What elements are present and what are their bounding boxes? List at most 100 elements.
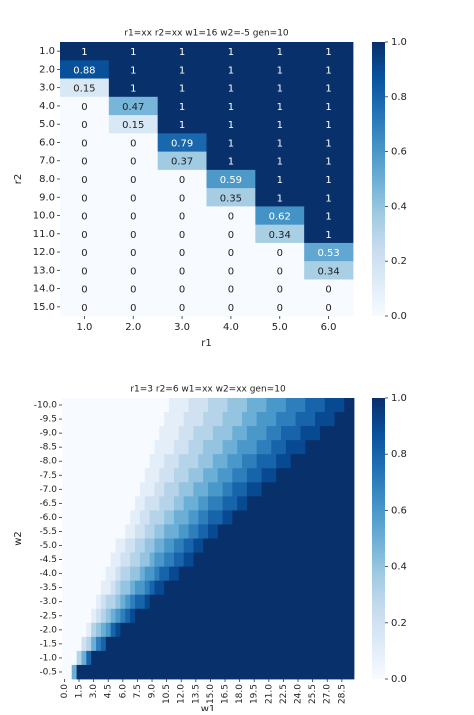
heatmap-cell [66,426,73,441]
heatmap-cell [261,608,267,624]
heatmap-cell [193,566,199,582]
heatmap-cell [300,454,306,469]
heatmap-cell [271,622,277,638]
heatmap-cell [237,552,243,567]
heatmap-cell [159,594,165,610]
heatmap-cell [208,412,214,427]
heatmap-cell [276,608,282,624]
heatmap-cell [76,440,82,455]
heatmap-cell [76,482,82,497]
heatmap-cell [144,496,150,511]
cell-label: 0 [130,193,136,204]
heatmap-cell [105,636,112,652]
heatmap-cell [261,580,267,596]
heatmap-cell [173,552,180,567]
heatmap-cell [290,664,296,680]
heatmap-cell [188,538,194,553]
heatmap-cell [310,496,316,511]
x-tick-label: 4.5 [104,684,114,698]
heatmap-cell [71,454,77,469]
heatmap-cell [315,636,321,652]
heatmap-cell [227,552,233,567]
colorbar-tick-label: 0.2 [391,618,407,629]
x-tick-label: 6.0 [118,684,128,699]
heatmap-cell [271,412,277,427]
heatmap-cell [188,468,194,483]
heatmap-cell [285,496,292,511]
heatmap-cell [105,468,112,483]
heatmap-cell [60,206,110,226]
heatmap-cell [310,552,316,567]
heatmap-cell [349,454,355,469]
heatmap-cell [339,440,345,455]
heatmap-cell [135,426,141,441]
heatmap-cell [164,454,170,469]
heatmap-cell [232,566,238,582]
heatmap-cell [324,580,331,596]
heatmap-cell [261,440,267,455]
heatmap-cell [164,580,170,596]
heatmap-cell [305,552,311,567]
heatmap-cell [193,538,199,553]
heatmap-cell [105,426,112,441]
heatmap-cell [217,426,223,441]
cell-label: 1 [228,47,234,58]
heatmap-cell [203,496,209,511]
heatmap-cell [285,454,292,469]
heatmap-cell [246,580,253,596]
heatmap-cell [237,650,243,666]
heatmap-cell [193,510,199,525]
heatmap-cell [339,510,345,525]
heatmap-cell [115,454,121,469]
heatmap-cell [188,608,194,624]
cell-label: 0 [179,303,185,314]
heatmap-cell [261,496,267,511]
x-tick-label: 27.0 [323,684,333,704]
heatmap-cell [183,440,189,455]
heatmap-cell [169,580,175,596]
heatmap-cell [198,650,204,666]
heatmap-cell [222,538,228,553]
heatmap-cell [159,524,165,539]
heatmap-cell [266,580,272,596]
heatmap-cell [251,412,258,427]
heatmap-cell [222,622,228,638]
heatmap-cell [96,398,102,413]
heatmap-cell [96,650,102,666]
heatmap-cell [232,524,238,539]
colorbar-tick-label: 0.4 [391,201,407,212]
heatmap-cell [139,650,146,666]
y-tick-label: 8.0 [39,174,55,185]
heatmap-cell [217,454,223,469]
heatmap-cell [261,426,267,441]
heatmap-cell [246,524,253,539]
heatmap-cell [169,496,175,511]
heatmap-cell [198,608,204,624]
heatmap-cell [242,398,248,413]
cell-label: 1 [179,120,185,131]
heatmap-cell [206,78,256,98]
heatmap-cell [349,412,355,427]
heatmap-cell [315,524,321,539]
heatmap-cell [60,279,110,299]
cell-label: 1 [179,65,185,76]
heatmap-cell [173,440,180,455]
heatmap-cell [339,622,345,638]
heatmap-cell [304,297,354,317]
heatmap-cell [169,650,175,666]
heatmap-cell [334,440,340,455]
heatmap-cell [71,426,77,441]
heatmap-cell [120,580,126,596]
heatmap-cell [242,650,248,666]
heatmap-cell [144,636,150,652]
heatmap-cell [125,580,131,596]
heatmap-cell [339,496,345,511]
heatmap-cell [203,482,209,497]
heatmap-cell [319,496,326,511]
heatmap-cell [164,566,170,582]
heatmap-cell [300,510,306,525]
heatmap-cell [208,552,214,567]
y-tick-label: 6.0 [39,137,55,148]
heatmap-cell [227,398,233,413]
heatmap-cell [60,96,110,116]
